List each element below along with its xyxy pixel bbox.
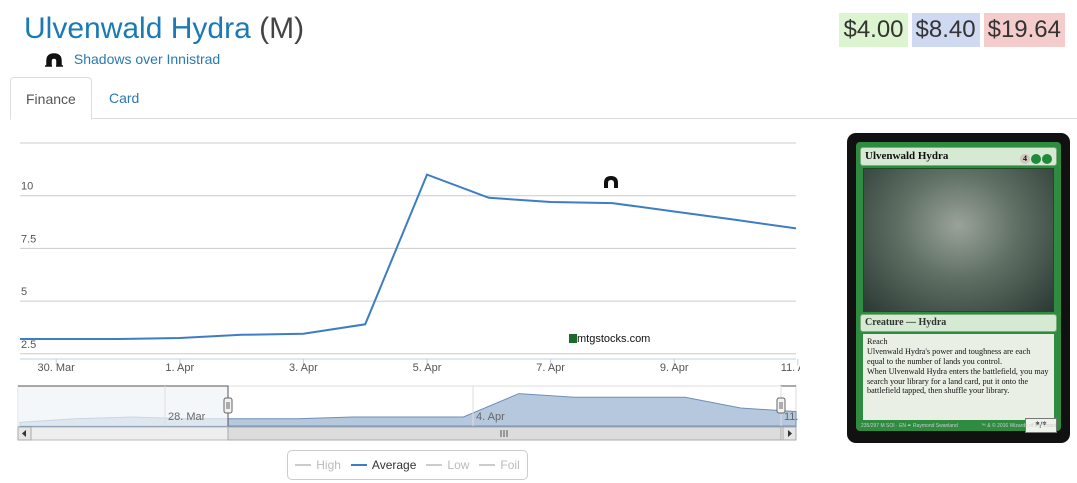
card-rarity: (M) (259, 12, 305, 45)
y-tick-label: 5 (21, 286, 27, 298)
watermark-logo-icon (569, 334, 577, 343)
card-footer: 235/297 M SOI · EN ✒ Raymond Swanland ™ … (861, 423, 1056, 429)
tab-finance[interactable]: Finance (10, 77, 92, 120)
x-tick-label: 7. Apr (536, 362, 565, 374)
chevron-right-icon (788, 430, 792, 437)
navigator-handle[interactable] (776, 397, 786, 414)
legend-label: High (316, 458, 341, 472)
price-high: $19.64 (983, 13, 1065, 47)
set-link[interactable]: Shadows over Innistrad (44, 51, 220, 71)
legend-label: Foil (500, 458, 520, 472)
navigator-label: 11. Apr (784, 411, 800, 423)
chevron-left-icon (22, 430, 26, 437)
card-rules-text: Reach Ulvenwald Hydra's power and toughn… (863, 334, 1054, 420)
price-badges: $4.00 $8.40 $19.64 (839, 13, 1065, 47)
price-low: $4.00 (839, 13, 908, 47)
legend-swatch (479, 464, 496, 466)
x-tick-label: 1. Apr (165, 362, 194, 374)
card-artwork (863, 168, 1054, 312)
legend-item-low[interactable]: Low (426, 458, 469, 472)
tab-card[interactable]: Card (109, 90, 140, 106)
set-symbol-shape (604, 176, 618, 188)
set-symbol-icon (44, 52, 64, 71)
card-name: Ulvenwald Hydra (24, 12, 251, 45)
card-footer-left: 235/297 M SOI · EN ✒ Raymond Swanland (861, 423, 958, 429)
legend-item-high[interactable]: High (295, 458, 341, 472)
watermark-text: mtgstocks.com (577, 333, 650, 345)
y-tick-label: 7.5 (21, 233, 36, 245)
tab-bar: Finance Card (10, 77, 1077, 120)
legend-item-average[interactable]: Average (350, 458, 417, 472)
y-tick-label: 10 (21, 181, 33, 193)
card-power-toughness: */* (1025, 418, 1057, 433)
card-footer-right: ™ & © 2016 Wizards of the Coast (980, 423, 1056, 429)
page-title: Ulvenwald Hydra (M) (24, 12, 304, 46)
price-chart: 2.5 5 7.5 10 30. Mar 1. Apr 3. Apr 5. Apr 7. Apr… (17, 142, 800, 441)
legend-swatch (350, 464, 367, 466)
generic-mana-icon: 4 (1020, 154, 1030, 164)
handle-body (776, 397, 786, 414)
legend-swatch (426, 464, 443, 466)
navigator-handle[interactable] (223, 397, 233, 414)
legend-label: Low (447, 458, 470, 472)
navigator-label: 28. Mar (168, 411, 206, 423)
x-tick-label: 9. Apr (660, 362, 689, 374)
legend-label: Average (371, 458, 417, 472)
rules-line: Reach (867, 337, 888, 346)
x-tick-label: 30. Mar (38, 362, 76, 374)
set-name: Shadows over Innistrad (73, 51, 221, 67)
watermark: mtgstocks.com (569, 333, 650, 345)
x-tick-label: 3. Apr (289, 362, 318, 374)
navigator-mask (18, 386, 228, 426)
legend-swatch (295, 464, 312, 466)
x-tick-label: 11. Apr (781, 362, 800, 374)
x-tick-label: 5. Apr (413, 362, 442, 374)
series-line-average (20, 173, 797, 340)
green-mana-icon: G (1031, 154, 1041, 164)
rules-line: When Ulvenwald Hydra enters the battlefi… (867, 367, 1049, 396)
y-tick-label: 2.5 (21, 339, 36, 351)
price-avg: $8.40 (911, 13, 980, 47)
green-mana-icon: G (1042, 154, 1052, 164)
handle-body (223, 397, 233, 414)
chart-legend: High Average Low Foil (287, 450, 528, 480)
card-type-line: Creature — Hydra (860, 314, 1057, 332)
rules-line: Ulvenwald Hydra's power and toughness ar… (867, 347, 1031, 366)
set-release-marker-icon (604, 176, 618, 188)
legend-item-foil[interactable]: Foil (479, 458, 520, 472)
navigator-label: 4. Apr (476, 411, 505, 423)
